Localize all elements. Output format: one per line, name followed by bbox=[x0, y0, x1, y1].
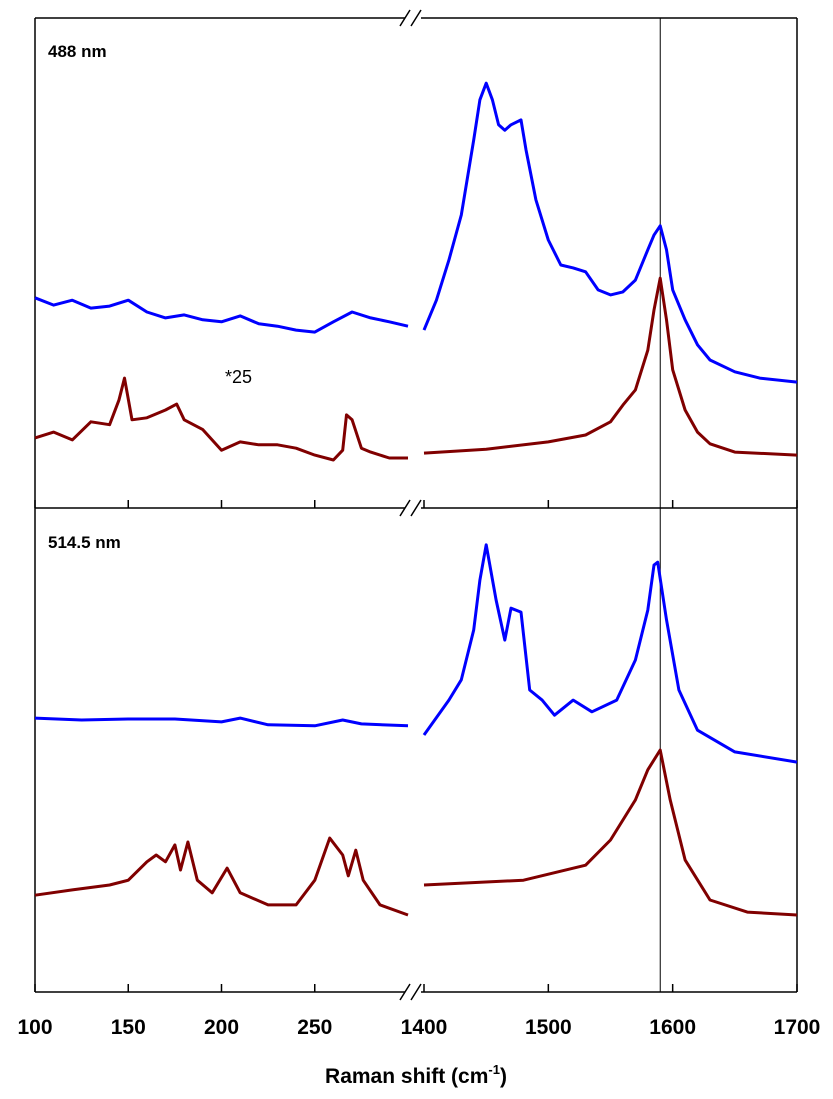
panel-label: 488 nm bbox=[48, 42, 107, 61]
x-tick-label: 1500 bbox=[525, 1016, 572, 1039]
x-tick-label: 150 bbox=[111, 1016, 146, 1039]
x-axis-title-text: Raman shift (cm bbox=[325, 1065, 488, 1088]
spectrum-line bbox=[423, 748, 798, 917]
spectrum-line bbox=[34, 296, 409, 334]
spectrum-line bbox=[422, 543, 798, 764]
spectrum-line bbox=[34, 836, 409, 917]
x-tick-label: 1700 bbox=[774, 1016, 821, 1039]
panel-label: 514.5 nm bbox=[48, 533, 121, 552]
x-axis-title-sup: -1 bbox=[488, 1062, 500, 1077]
spectrum-line bbox=[34, 716, 409, 728]
x-tick-label: 100 bbox=[17, 1016, 52, 1039]
x-axis-title: Raman shift (cm-1) bbox=[325, 1062, 507, 1088]
x-tick-label: 250 bbox=[297, 1016, 332, 1039]
annotation: *25 bbox=[225, 367, 252, 387]
frame bbox=[34, 9, 798, 1001]
x-tick-label: 1600 bbox=[649, 1016, 696, 1039]
spectrum-line bbox=[422, 81, 798, 384]
spectrum-line bbox=[34, 376, 408, 462]
x-tick-label: 200 bbox=[204, 1016, 239, 1039]
x-axis-title-end: ) bbox=[500, 1065, 507, 1088]
x-tick-label: 1400 bbox=[401, 1016, 448, 1039]
spectrum-line bbox=[423, 276, 798, 457]
